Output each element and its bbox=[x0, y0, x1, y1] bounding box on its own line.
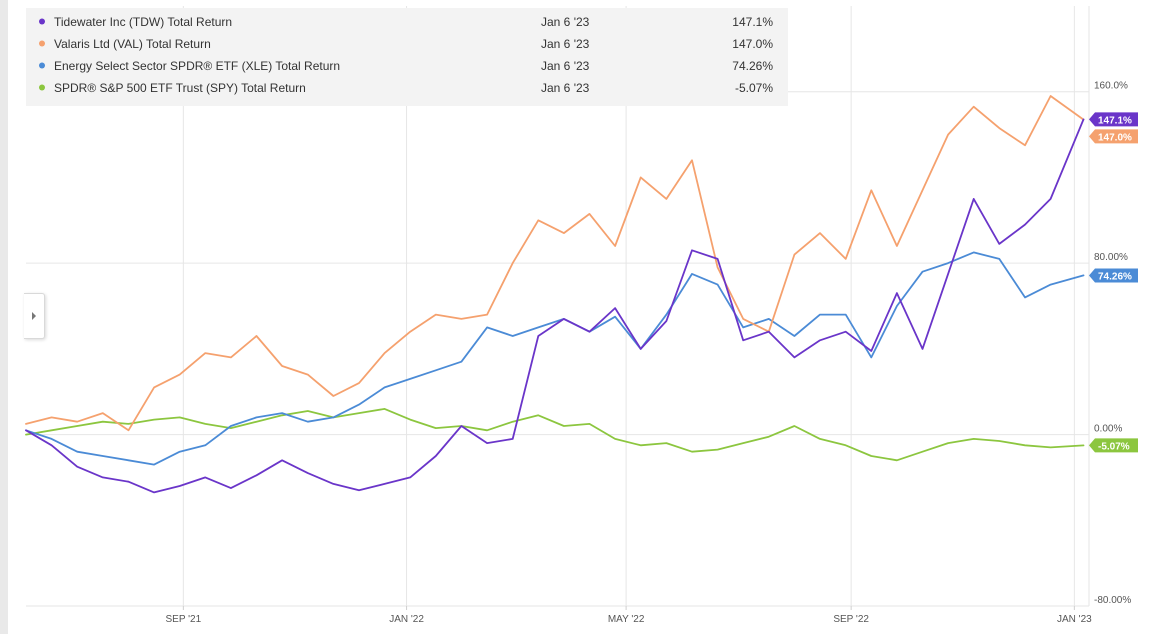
series-line-2 bbox=[25, 251, 1085, 466]
end-value-flag: 74.26% bbox=[1089, 268, 1138, 283]
series-line-0 bbox=[25, 118, 1085, 494]
legend-marker bbox=[39, 18, 45, 25]
y-tick-label: 160.0% bbox=[1094, 81, 1128, 92]
end-value-label: 74.26% bbox=[1098, 271, 1132, 282]
end-value-flag-shape bbox=[1089, 129, 1138, 144]
end-value-flag: 147.1% bbox=[1089, 112, 1138, 127]
end-value-flag-shape bbox=[1089, 112, 1138, 127]
series-line-1 bbox=[25, 95, 1085, 432]
y-tick-label: 0.00% bbox=[1094, 424, 1122, 435]
end-value-label: 147.0% bbox=[1098, 132, 1132, 143]
x-tick-label: JAN '22 bbox=[389, 614, 424, 625]
legend-series-name: Tidewater Inc (TDW) Total Return bbox=[54, 15, 232, 29]
legend-value: 147.0% bbox=[732, 37, 773, 51]
legend-marker bbox=[39, 84, 45, 91]
legend-date: Jan 6 '23 bbox=[541, 37, 590, 51]
left-rail bbox=[0, 0, 8, 634]
chevron-right-icon bbox=[32, 312, 36, 320]
series-line-3 bbox=[25, 407, 1085, 462]
end-value-label: -5.07% bbox=[1098, 441, 1130, 452]
legend-value: 147.1% bbox=[732, 15, 773, 29]
legend-series-name: SPDR® S&P 500 ETF Trust (SPY) Total Retu… bbox=[54, 81, 306, 95]
legend-box bbox=[26, 8, 788, 106]
legend-date: Jan 6 '23 bbox=[541, 81, 590, 95]
legend-series-name: Energy Select Sector SPDR® ETF (XLE) Tot… bbox=[54, 59, 340, 73]
expand-panel-button[interactable] bbox=[24, 293, 45, 339]
end-value-label: 147.1% bbox=[1098, 115, 1132, 126]
end-value-flag: 147.0% bbox=[1089, 129, 1138, 144]
legend-marker bbox=[39, 40, 45, 47]
end-value-flag-shape bbox=[1089, 438, 1138, 453]
x-tick-label: MAY '22 bbox=[608, 614, 645, 625]
x-tick-label: JAN '23 bbox=[1057, 614, 1092, 625]
x-tick-label: SEP '21 bbox=[166, 614, 202, 625]
legend-series-name: Valaris Ltd (VAL) Total Return bbox=[54, 37, 211, 51]
x-tick-label: SEP '22 bbox=[833, 614, 869, 625]
legend-date: Jan 6 '23 bbox=[541, 59, 590, 73]
legend-marker bbox=[39, 62, 45, 69]
end-value-flag: -5.07% bbox=[1089, 438, 1138, 453]
legend-value: 74.26% bbox=[732, 59, 773, 73]
legend-date: Jan 6 '23 bbox=[541, 15, 590, 29]
y-tick-label: 80.00% bbox=[1094, 252, 1128, 263]
legend-value: -5.07% bbox=[735, 81, 773, 95]
y-tick-label: -80.00% bbox=[1094, 595, 1131, 606]
end-value-flag-shape bbox=[1089, 268, 1138, 283]
